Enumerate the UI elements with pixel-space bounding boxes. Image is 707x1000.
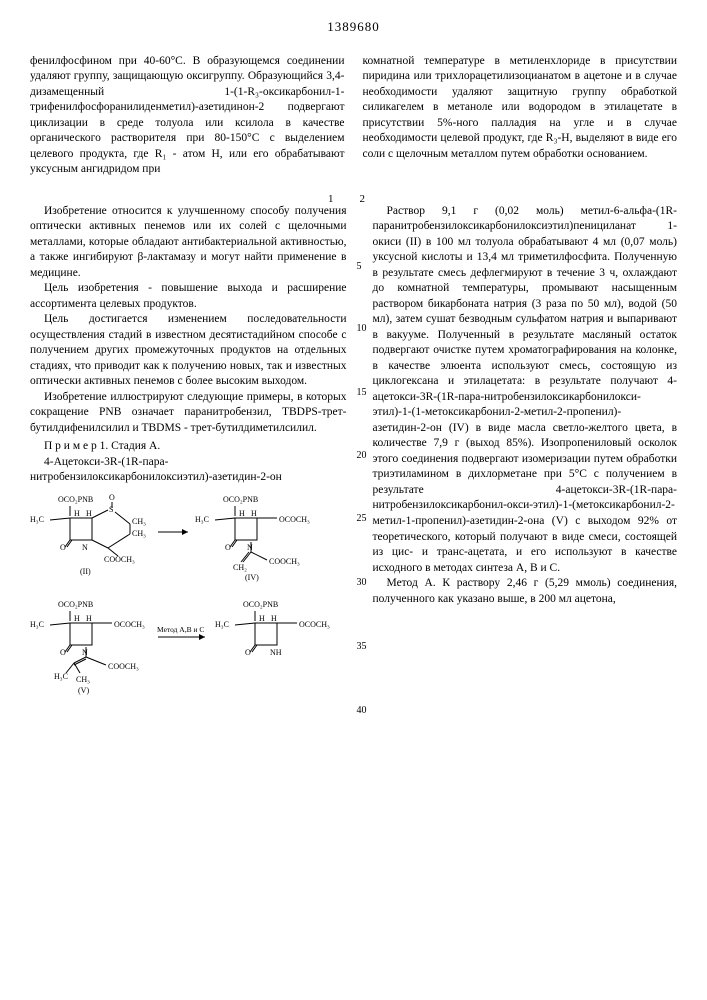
top-abstract-block: фенилфосфином при 40-60°C. В образующемс… bbox=[30, 54, 677, 178]
paragraph: Метод А. К раствору 2,46 г (5,29 ммоль) … bbox=[373, 576, 678, 607]
label-ch3: CH₂ bbox=[233, 563, 247, 572]
label-iv: (IV) bbox=[245, 573, 259, 582]
label-cooch3: COOCH₃ bbox=[269, 557, 300, 566]
label-n: N bbox=[82, 543, 88, 552]
paragraph: 4-Ацетокси-3R-(1R-пара-нитробензилоксика… bbox=[30, 455, 347, 486]
top-right-column: комнатной температуре в метиленхлориде в… bbox=[363, 54, 678, 178]
label-o: O bbox=[225, 543, 231, 552]
paragraph: Изобретение иллюстрируют следующие приме… bbox=[30, 390, 347, 437]
label-h: H bbox=[271, 614, 277, 623]
document-number: 1389680 bbox=[30, 18, 677, 36]
label-oco2pnb: OCO₂PNB bbox=[223, 495, 258, 504]
label-ch3: CH₃ bbox=[76, 675, 90, 684]
label-v: (V) bbox=[78, 686, 89, 695]
label-h3c: H₃C bbox=[30, 620, 44, 629]
label-h: H bbox=[74, 509, 80, 518]
line-number: 30 bbox=[357, 576, 367, 590]
label-h3c: H₃C bbox=[215, 620, 229, 629]
label-n: N bbox=[82, 648, 88, 657]
paragraph: Изобретение относится к улучшенному спос… bbox=[30, 204, 347, 282]
label-h3c: H₃C bbox=[195, 515, 209, 524]
example-title: П р и м е р 1. Стадия А. bbox=[30, 439, 347, 455]
line-number: 15 bbox=[357, 386, 367, 400]
label-ch3: CH₃ bbox=[132, 529, 146, 538]
label-o: O bbox=[245, 648, 251, 657]
label-oco2pnb: OCO₂PNB bbox=[243, 600, 278, 609]
top-left-column: фенилфосфином при 40-60°C. В образующемс… bbox=[30, 54, 345, 178]
label-h: H bbox=[251, 509, 257, 518]
label-h3c: H₃C bbox=[54, 672, 68, 681]
label-ii: (II) bbox=[80, 567, 91, 576]
reaction-scheme: OCO₂PNB H₃C O S CH₃ CH₃ bbox=[30, 492, 347, 697]
label-o: O bbox=[109, 493, 115, 502]
line-number: 40 bbox=[357, 704, 367, 718]
label-h: H bbox=[86, 509, 92, 518]
label-oco2pnb: OCO₂PNB bbox=[58, 600, 93, 609]
label-h: H bbox=[239, 509, 245, 518]
line-number: 35 bbox=[357, 640, 367, 654]
label-cooch3: COOCH₃ bbox=[104, 555, 135, 564]
label-ococh3: OCOCH₃ bbox=[279, 515, 310, 524]
label-h: H bbox=[86, 614, 92, 623]
line-number: 5 bbox=[357, 260, 362, 274]
paragraph: Цель изобретения - повышение выхода и ра… bbox=[30, 281, 347, 312]
paragraph: Раствор 9,1 г (0,02 моль) метил-6-альфа-… bbox=[373, 204, 678, 576]
label-h3c: H₃C bbox=[30, 515, 44, 524]
label-h: H bbox=[259, 614, 265, 623]
label-nh: NH bbox=[270, 648, 282, 657]
label-ch3: CH₃ bbox=[132, 517, 146, 526]
label-ococh3: OCOCH₃ bbox=[114, 620, 145, 629]
label-o: O bbox=[60, 648, 66, 657]
label-ococh3: OCOCH₃ bbox=[299, 620, 330, 629]
bottom-right-column: 5 10 15 20 25 30 35 40 Раствор 9,1 г (0,… bbox=[361, 204, 678, 701]
method-label: Метод A,B и C bbox=[157, 625, 204, 634]
label-o: O bbox=[60, 543, 66, 552]
paragraph: Цель достигается изменением последовател… bbox=[30, 312, 347, 390]
line-number: 20 bbox=[357, 449, 367, 463]
line-number: 25 bbox=[357, 512, 367, 526]
line-number: 10 bbox=[357, 322, 367, 336]
label-h: H bbox=[74, 614, 80, 623]
label-n: N bbox=[247, 543, 253, 552]
label-cooch3: COOCH₃ bbox=[108, 662, 139, 671]
bottom-left-column: Изобретение относится к улучшенному спос… bbox=[30, 204, 347, 701]
body-columns: 1 2 Изобретение относится к улучшенному … bbox=[30, 204, 677, 701]
label-oco2pnb: OCO₂PNB bbox=[58, 495, 93, 504]
label-s: S bbox=[109, 505, 113, 514]
